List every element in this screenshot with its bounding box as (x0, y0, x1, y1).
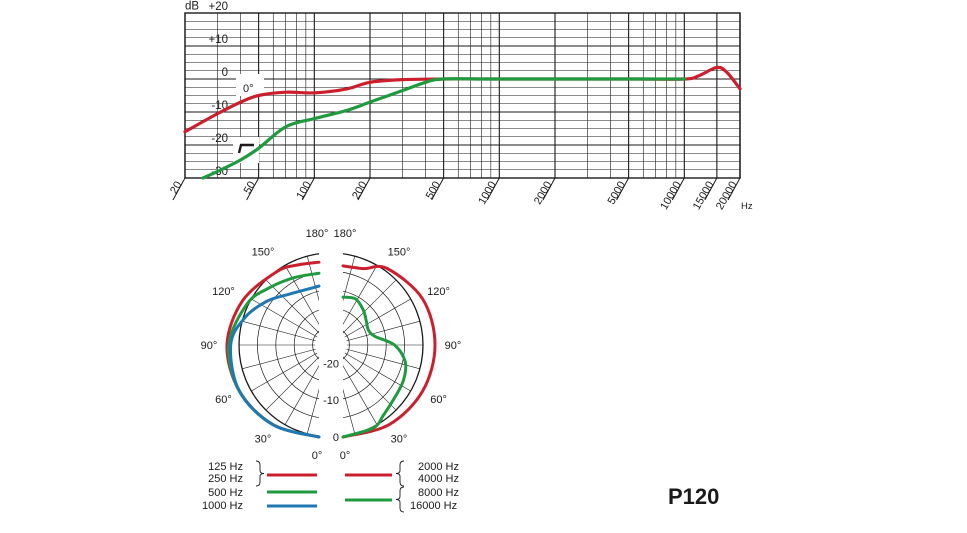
angle-label: 0° (243, 83, 254, 95)
polar-angle-label: 120° (212, 286, 235, 298)
legend-label: 500 Hz (208, 487, 243, 499)
lowcut-filter-icon (237, 143, 254, 154)
x-tick: 15000 (691, 180, 717, 212)
x-tick-mark (486, 177, 500, 201)
x-tick-mark (246, 177, 260, 201)
polar-angle-label: 120° (427, 286, 450, 298)
legend-label: 2000 Hz (418, 461, 459, 473)
polar-angle-label: 180° (334, 228, 357, 240)
x-tick-label: 1000 (476, 180, 499, 207)
polar-angle-label: 60° (430, 394, 447, 406)
x-tick-mark (727, 177, 741, 201)
frequency-response-grid (184, 12, 741, 179)
polar-radial-label: 0 (333, 432, 339, 444)
polar-pattern-grid (238, 248, 424, 441)
x-tick-label: 2000 (532, 180, 555, 207)
x-tick-mark (357, 177, 371, 201)
polar-angle-label: 30° (255, 434, 272, 446)
y-axis-tick-labels: +20+100-10-20-30 (208, 1, 228, 178)
x-tick: 100 (294, 180, 314, 202)
x-tick-mark (616, 177, 630, 201)
y-tick-label: +20 (208, 1, 228, 13)
legend-label: 8000 Hz (418, 487, 459, 499)
legend-label: 4000 Hz (418, 473, 459, 485)
x-tick-mark (431, 177, 445, 201)
x-tick-mark (172, 177, 186, 201)
legend-brace (255, 460, 265, 487)
polar-angle-label: 60° (215, 394, 232, 406)
polar-angle-label: 90° (445, 340, 462, 352)
x-tick-mark (671, 177, 685, 201)
y-axis-title: dB (185, 1, 199, 13)
polar-pattern-series (225, 260, 437, 439)
polar-radial-label: -10 (323, 395, 339, 407)
x-axis-title: Hz (741, 201, 753, 212)
x-tick: 20000 (714, 180, 740, 212)
polar-angle-label: 180° (306, 228, 329, 240)
x-tick-label: 100 (294, 180, 314, 202)
x-tick-mark (704, 177, 718, 201)
x-tick-label: 50 (242, 180, 259, 197)
y-tick-label: +10 (208, 34, 228, 46)
y-axis-unit-label: dB (185, 1, 199, 13)
frequency-series-line-1 (201, 77, 686, 180)
x-tick-label: 10000 (658, 180, 684, 212)
polar-radial-label: -20 (323, 358, 339, 370)
y-tick-label: -20 (211, 133, 228, 145)
x-tick: 500 (424, 180, 444, 202)
legend-label: 16000 Hz (410, 500, 457, 512)
x-tick-label: 20 (168, 180, 185, 197)
model-name: P120 (668, 484, 720, 509)
polar-angle-label: 0° (340, 450, 351, 462)
x-tick-label: 20000 (714, 180, 740, 212)
polar-center-hole (315, 329, 347, 361)
polar-angle-label: 30° (391, 434, 408, 446)
polar-angle-label: 150° (252, 246, 275, 258)
polar-radial-labels: -20 -10 0 (323, 358, 339, 444)
x-tick: 200 (350, 180, 370, 202)
x-tick: 5000 (606, 180, 629, 207)
frequency-response-series (183, 65, 742, 180)
x-tick: 1000 (476, 180, 499, 207)
polar-angle-labels: 180° 180° 150° 150° 120° 120° 90° 90° 60° 60° 30° 3… (201, 228, 462, 462)
x-tick: 2000 (532, 180, 555, 207)
x-tick-mark (542, 177, 556, 201)
polar-series-line-4 (341, 295, 408, 439)
polar-angle-label: 0° (312, 450, 323, 462)
x-tick-label: 200 (350, 180, 370, 202)
x-tick: 20 (168, 180, 185, 197)
x-tick-label: 5000 (606, 180, 629, 207)
polar-series-line-2 (229, 284, 321, 439)
legend-label: 250 Hz (208, 473, 243, 485)
x-tick: 10000 (658, 180, 684, 212)
legend-brace (395, 486, 405, 513)
legend-brace (395, 460, 405, 487)
legend-label: 1000 Hz (202, 500, 243, 512)
polar-series-line-3 (341, 264, 437, 439)
legend-label: 125 Hz (208, 461, 243, 473)
frequency-response-frame: 0° (184, 12, 741, 179)
frequency-series-line-0 (183, 65, 742, 134)
x-tick-mark (301, 177, 315, 201)
x-tick: 50 (242, 180, 259, 197)
polar-angle-label: 90° (201, 340, 218, 352)
x-tick-label: 500 (424, 180, 444, 202)
y-tick-label: 0 (222, 67, 228, 79)
polar-center-gap-top (319, 248, 343, 268)
x-tick-label: 15000 (691, 180, 717, 212)
polar-angle-label: 150° (388, 246, 411, 258)
angle-label-bg (236, 74, 264, 96)
